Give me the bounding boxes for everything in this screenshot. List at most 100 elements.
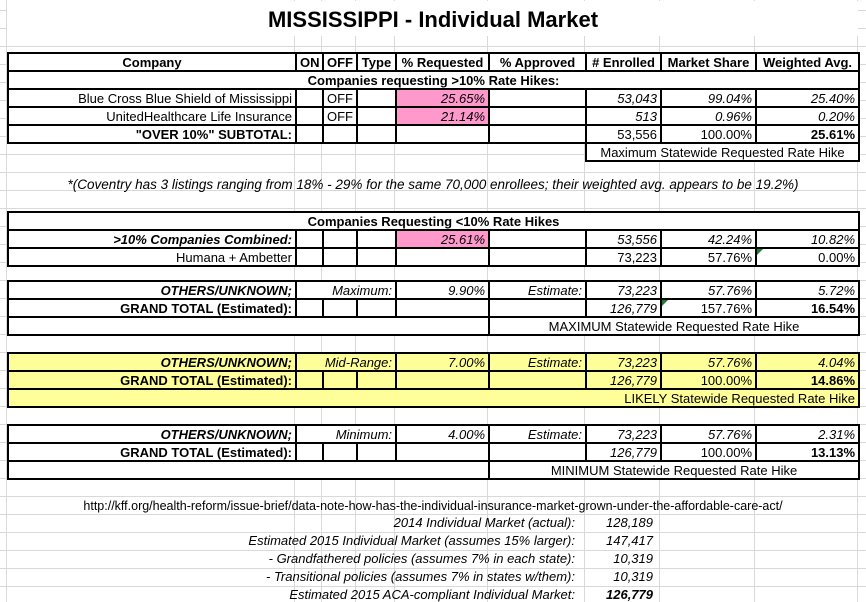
- cell-rate: 4.00%: [395, 424, 491, 444]
- cell-market-share: 100.00%: [660, 370, 758, 390]
- title-cell-background: [7, 1, 858, 36]
- note-row: MAXIMUM Statewide Requested Rate Hike: [6, 316, 861, 336]
- cell-off: [322, 247, 358, 267]
- cell-on: [295, 229, 324, 249]
- table-row: Humana + Ambetter 73,223 57.76% 0.00%: [7, 247, 861, 267]
- cell-approved: [488, 442, 588, 462]
- cell-combined-label: >10% Companies Combined:: [7, 229, 297, 249]
- col-header-requested: % Requested: [395, 52, 490, 72]
- note-row: LIKELY Statewide Requested Rate Hike: [6, 388, 861, 408]
- error-indicator-icon: [758, 250, 763, 255]
- cell-weighted-avg: 5.72%: [755, 280, 861, 300]
- cell-enrolled: 53,556: [585, 124, 662, 144]
- cell-market-share: 42.24%: [660, 229, 757, 249]
- others-row: OTHERS/UNKNOWN; Maximum: 9.90% Estimate:…: [7, 280, 861, 300]
- cell-approved: [488, 298, 588, 318]
- minimum-scenario-table: OTHERS/UNKNOWN; Minimum: 4.00% Estimate:…: [6, 424, 861, 480]
- cell-off: [322, 298, 358, 318]
- maximum-scenario-table: OTHERS/UNKNOWN; Maximum: 9.90% Estimate:…: [6, 280, 861, 336]
- banner-row: Companies Requesting <10% Rate Hikes: [6, 211, 861, 231]
- cell-on: [295, 370, 324, 390]
- cell-requested: [395, 370, 491, 390]
- likely-statewide-note: LIKELY Statewide Requested Rate Hike: [6, 388, 861, 408]
- cell-value: 0.00%: [818, 249, 856, 265]
- cell-enrolled: 513: [585, 106, 662, 126]
- cell-off: [322, 370, 358, 390]
- section-banner: Companies Requesting <10% Rate Hikes: [6, 211, 861, 231]
- col-header-on: ON: [295, 52, 324, 72]
- cell-weighted-avg: 0.00%: [754, 247, 861, 267]
- max-statewide-note: MAXIMUM Statewide Requested Rate Hike: [488, 316, 861, 336]
- cell-requested: [395, 247, 490, 267]
- min-statewide-note: MINIMUM Statewide Requested Rate Hike: [488, 460, 861, 480]
- cell-off: [322, 442, 358, 462]
- footer-value: 147,417: [606, 533, 653, 548]
- cell-enrolled: 53,556: [585, 229, 662, 249]
- under10-table: Companies Requesting <10% Rate Hikes >10…: [6, 211, 861, 267]
- footer-row: Estimated 2015 ACA-compliant Individual …: [7, 586, 858, 602]
- cell-estimate-label: Estimate:: [488, 280, 588, 300]
- cell-off: OFF: [322, 88, 358, 108]
- section-banner: Companies requesting >10% Rate Hikes:: [7, 70, 860, 90]
- cell-weighted-avg: 0.20%: [755, 106, 860, 126]
- over10-table: Company ON OFF Type % Requested % Approv…: [7, 52, 860, 162]
- footer-value: 126,779: [606, 587, 653, 602]
- cell-requested: 25.65%: [395, 88, 490, 108]
- cell-on: [295, 442, 324, 462]
- cell-weighted-avg: 25.61%: [755, 124, 860, 144]
- cell-empty: [659, 586, 858, 602]
- note-row: MINIMUM Statewide Requested Rate Hike: [6, 460, 861, 480]
- cell-empty: [659, 550, 858, 568]
- cell-market-share: 0.96%: [660, 106, 757, 126]
- cell-weighted-avg: 2.31%: [755, 424, 861, 444]
- cell-on: [295, 247, 324, 267]
- cell-on: [295, 106, 324, 126]
- cell-requested: [395, 298, 491, 318]
- cell-empty: [659, 568, 858, 586]
- cell-others-label: OTHERS/UNKNOWN;: [7, 424, 297, 444]
- grand-total-row: GRAND TOTAL (Estimated): 126,779 100.00%…: [7, 442, 861, 462]
- cell-approved: [488, 229, 587, 249]
- cell-weighted-avg: 13.13%: [755, 442, 861, 462]
- cell-scenario-label: Minimum:: [294, 424, 398, 444]
- cell-enrolled: 126,779: [585, 442, 663, 462]
- cell-off: [322, 124, 358, 144]
- cell-grand-total-label: GRAND TOTAL (Estimated):: [7, 370, 297, 390]
- cell-off: [322, 229, 358, 249]
- cell-type: [356, 247, 397, 267]
- cell-market-share: 100.00%: [660, 124, 757, 144]
- cell-enrolled: 73,223: [585, 247, 662, 267]
- cell-market-share: 57.76%: [660, 424, 758, 444]
- col-header-company: Company: [7, 52, 297, 72]
- cell-empty: [659, 514, 858, 532]
- cell-company: Blue Cross Blue Shield of Mississippi: [7, 88, 297, 108]
- cell-empty: [6, 316, 491, 336]
- cell-type: [355, 442, 398, 462]
- cell-value: 157.76%: [700, 300, 753, 316]
- page-title: MISSISSIPPI - Individual Market: [267, 7, 599, 32]
- note-row: Maximum Statewide Requested Rate Hike: [8, 142, 860, 162]
- source-url-link[interactable]: http://kff.org/health-reform/issue-brief…: [83, 499, 783, 513]
- cell-approved: [488, 370, 588, 390]
- cell-type: [356, 106, 397, 126]
- cell-enrolled: 73,223: [585, 424, 663, 444]
- cell-weighted-avg: 16.54%: [755, 298, 861, 318]
- cell-weighted-avg: 25.40%: [755, 88, 860, 108]
- cell-market-share: 57.76%: [660, 352, 758, 372]
- cell-market-share: 100.00%: [660, 442, 758, 462]
- others-row: OTHERS/UNKNOWN; Minimum: 4.00% Estimate:…: [7, 424, 861, 444]
- cell-rate: 9.90%: [395, 280, 491, 300]
- footer-row: - Transitional policies (assumes 7% in s…: [7, 568, 858, 586]
- cell-estimate-label: Estimate:: [488, 424, 588, 444]
- footer-value: 10,319: [613, 569, 653, 584]
- grand-total-row: GRAND TOTAL (Estimated): 126,779 157.76%…: [7, 298, 861, 318]
- header-row: Company ON OFF Type % Requested % Approv…: [7, 52, 860, 72]
- footer-label: - Grandfathered policies (assumes 7% in …: [268, 551, 575, 566]
- col-header-type: Type: [356, 52, 397, 72]
- cell-type: [356, 229, 397, 249]
- footer-calculations: 2014 Individual Market (actual): 128,189…: [7, 514, 858, 602]
- cell-weighted-avg: 4.04%: [755, 352, 861, 372]
- col-header-off: OFF: [322, 52, 358, 72]
- footer-row: Estimated 2015 Individual Market (assume…: [7, 532, 858, 550]
- max-statewide-note: Maximum Statewide Requested Rate Hike: [585, 142, 860, 162]
